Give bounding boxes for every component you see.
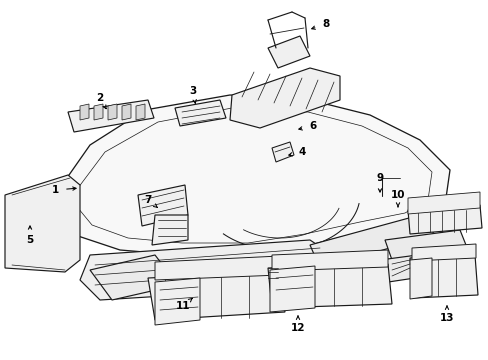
Polygon shape xyxy=(80,240,339,300)
Polygon shape xyxy=(271,250,387,271)
Text: 6: 6 xyxy=(309,121,316,131)
Text: 12: 12 xyxy=(290,323,305,333)
Polygon shape xyxy=(269,266,314,312)
Polygon shape xyxy=(407,192,479,214)
Polygon shape xyxy=(136,104,145,120)
Text: 2: 2 xyxy=(96,93,103,103)
Polygon shape xyxy=(5,175,80,272)
Bar xyxy=(352,160,366,170)
Polygon shape xyxy=(271,142,293,162)
Polygon shape xyxy=(155,256,280,280)
Polygon shape xyxy=(108,104,117,120)
Polygon shape xyxy=(319,252,454,290)
Polygon shape xyxy=(90,255,178,300)
Text: 5: 5 xyxy=(26,235,34,245)
Polygon shape xyxy=(80,104,89,120)
Text: 1: 1 xyxy=(51,185,59,195)
Text: 3: 3 xyxy=(189,86,196,96)
Polygon shape xyxy=(409,258,431,299)
Text: 8: 8 xyxy=(322,19,329,29)
Text: 9: 9 xyxy=(376,173,383,183)
Bar xyxy=(362,170,376,180)
Text: 7: 7 xyxy=(144,195,151,205)
Polygon shape xyxy=(229,68,339,128)
Polygon shape xyxy=(267,264,391,308)
Polygon shape xyxy=(309,215,434,268)
Polygon shape xyxy=(384,230,467,260)
Polygon shape xyxy=(155,278,200,325)
Polygon shape xyxy=(407,205,481,234)
Polygon shape xyxy=(175,100,225,126)
Text: 4: 4 xyxy=(298,147,305,157)
Polygon shape xyxy=(68,100,154,132)
Polygon shape xyxy=(409,255,477,298)
Text: 13: 13 xyxy=(439,313,453,323)
Bar xyxy=(352,180,366,190)
Polygon shape xyxy=(267,36,309,68)
Polygon shape xyxy=(152,215,187,245)
Polygon shape xyxy=(148,272,285,320)
Polygon shape xyxy=(62,95,449,255)
Polygon shape xyxy=(138,185,187,226)
Polygon shape xyxy=(411,244,475,261)
Text: 11: 11 xyxy=(175,301,190,311)
Polygon shape xyxy=(122,104,131,120)
Polygon shape xyxy=(94,104,103,120)
Text: 10: 10 xyxy=(390,190,405,200)
